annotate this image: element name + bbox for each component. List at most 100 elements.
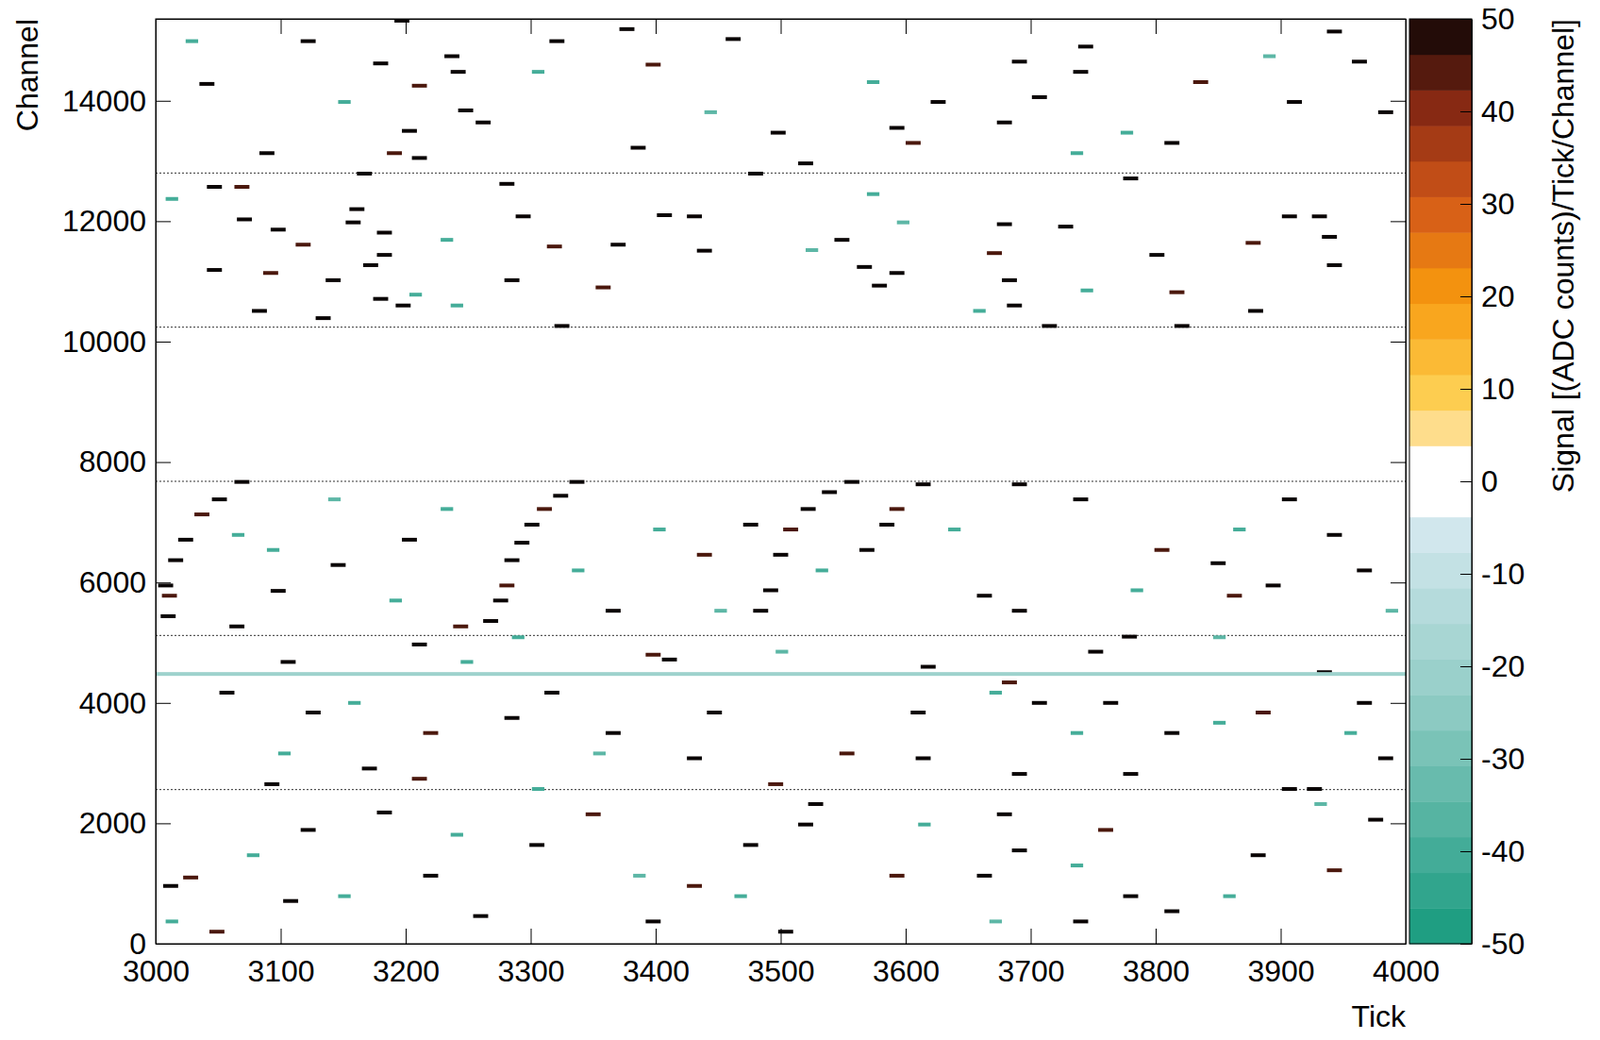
tick-mark xyxy=(1460,203,1472,205)
signal-cell xyxy=(194,512,210,517)
signal-cell xyxy=(514,540,530,545)
tick-mark xyxy=(531,928,533,944)
colorbar-band xyxy=(1409,800,1472,837)
tick-label: 40 xyxy=(1481,94,1516,129)
tick: 30 xyxy=(1460,186,1516,221)
colorbar-band xyxy=(1409,551,1472,588)
tick: 8000 xyxy=(79,444,171,479)
tick-mark xyxy=(155,100,171,102)
tick-mark xyxy=(655,928,657,944)
signal-cell xyxy=(767,782,784,786)
tick-label: 2000 xyxy=(79,805,147,840)
signal-cell xyxy=(504,716,520,720)
signal-cell xyxy=(209,929,225,934)
signal-cell xyxy=(356,171,372,176)
axis: -50-40-30-20-1001020304050 xyxy=(1460,1,1525,961)
signal-cell xyxy=(295,242,311,247)
signal-cell xyxy=(1081,288,1094,293)
tick: 3100 xyxy=(247,928,315,988)
signal-cell xyxy=(645,918,661,923)
tick-mark xyxy=(1390,943,1406,945)
signal-cell xyxy=(1351,59,1367,64)
tick-mark xyxy=(1460,481,1472,483)
signal-cell xyxy=(1227,593,1243,598)
signal-cell xyxy=(910,710,926,715)
signal-cell xyxy=(532,69,545,74)
signal-cell xyxy=(325,278,341,283)
tick-label: 12000 xyxy=(62,203,147,238)
signal-cell xyxy=(633,873,646,878)
signal-cell xyxy=(1250,852,1267,857)
tick-mark xyxy=(531,18,533,34)
tick-mark xyxy=(1460,388,1472,390)
signal-cell xyxy=(610,242,626,247)
colorbar-band xyxy=(1409,125,1472,162)
signal-cell xyxy=(452,624,468,629)
colorbar-band xyxy=(1409,658,1472,695)
signal-cell xyxy=(859,548,875,552)
signal-cell xyxy=(1001,278,1017,283)
signal-cell xyxy=(733,894,747,899)
tick-mark xyxy=(155,341,171,343)
tick: 3400 xyxy=(622,928,690,988)
tick-mark xyxy=(155,943,171,945)
tick xyxy=(1155,18,1157,34)
tick-mark xyxy=(1460,758,1472,760)
signal-cell xyxy=(278,750,291,755)
tick-mark xyxy=(905,18,907,34)
signal-cell xyxy=(778,929,794,934)
tick-label: 10 xyxy=(1481,371,1516,406)
tick-mark xyxy=(155,582,171,584)
colorbar-frame xyxy=(1409,18,1472,944)
signal-cell xyxy=(377,810,393,815)
signal-cell xyxy=(1123,894,1139,899)
signal-cell xyxy=(833,237,850,242)
colorbar-band xyxy=(1409,907,1472,944)
signal-cell xyxy=(247,852,260,857)
signal-cell xyxy=(373,61,389,66)
signal-cell xyxy=(798,161,814,166)
tick-label: 3100 xyxy=(247,953,315,988)
signal-cell xyxy=(219,690,235,695)
signal-cell xyxy=(1245,240,1261,245)
signal-cell xyxy=(714,608,727,613)
signal-cell xyxy=(569,480,585,484)
signal-cell xyxy=(270,588,286,593)
plane-boundary xyxy=(155,481,1406,483)
signal-cell xyxy=(450,833,464,837)
signal-cell xyxy=(775,650,788,654)
signal-cell xyxy=(619,27,635,32)
colorbar-band xyxy=(1409,18,1472,55)
signal-cell xyxy=(1164,140,1180,145)
x-axis-title: Tick xyxy=(1351,999,1407,1034)
signal-cell xyxy=(977,873,993,878)
signal-cell xyxy=(889,270,905,275)
plot-area xyxy=(155,18,1406,944)
signal-cell xyxy=(905,140,921,145)
signal-cell xyxy=(917,822,931,827)
signal-cell xyxy=(1102,700,1118,705)
tick: 40 xyxy=(1460,94,1516,129)
tick-mark xyxy=(281,18,283,34)
signal-cell xyxy=(605,731,621,735)
tick: 10 xyxy=(1460,371,1516,406)
signal-cell xyxy=(997,812,1013,817)
tick-mark xyxy=(405,18,407,34)
colorbar-band xyxy=(1409,303,1472,340)
tick: 3300 xyxy=(497,928,565,988)
signal-cell xyxy=(1282,786,1298,791)
signal-cell xyxy=(160,614,176,618)
signal-cell xyxy=(1012,771,1028,776)
tick: -10 xyxy=(1460,556,1525,591)
axis: 3000310032003300340035003600370038003900… xyxy=(122,928,1440,988)
signal-cell xyxy=(897,220,910,225)
signal-cell xyxy=(232,533,245,537)
signal-cell xyxy=(686,883,702,888)
signal-cell xyxy=(571,567,584,572)
signal-cell xyxy=(697,552,713,557)
tick: 0 xyxy=(1460,464,1499,499)
tick-label: 3900 xyxy=(1247,953,1315,988)
colorbar-band xyxy=(1409,516,1472,553)
signal-cell xyxy=(1087,650,1103,654)
signal-cell xyxy=(300,39,317,44)
